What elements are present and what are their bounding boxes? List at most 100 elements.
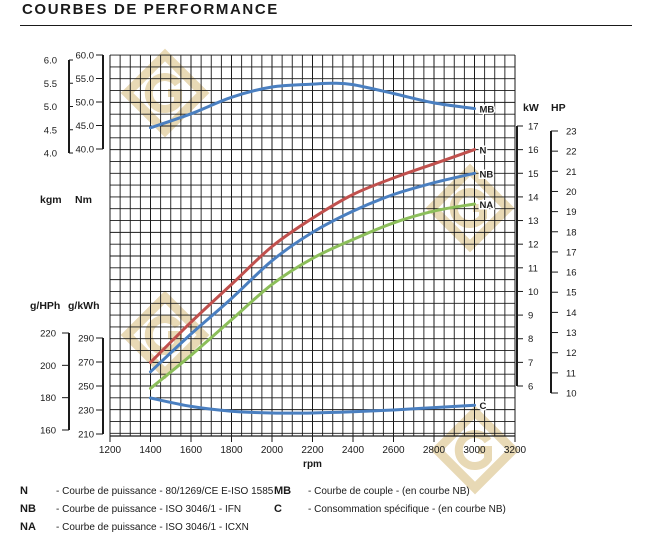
hp-tick-label: 10: [566, 389, 577, 400]
kgm-tick-label: 6.0: [44, 56, 57, 67]
x-tick-label: 1200: [99, 445, 122, 456]
legend-item-c: C- Consommation spécifique - (en courbe …: [274, 503, 506, 515]
curve-na: [149, 202, 476, 390]
x-tick-label: 2200: [301, 445, 324, 456]
hp-tick-label: 23: [566, 127, 577, 138]
logo-diamond: [120, 48, 210, 138]
curve-nb: [149, 171, 476, 374]
hp-tick-label: 13: [566, 328, 577, 339]
hp-tick-label: 12: [566, 348, 577, 359]
x-tick-label: 1400: [139, 445, 162, 456]
kw-axis-label: kW: [523, 102, 539, 114]
series-label-c: C: [480, 401, 487, 412]
legend-desc: Courbe de puissance - ISO 3046/1 - IFN: [62, 504, 242, 515]
legend-desc: Courbe de puissance - 80/1269/CE E-ISO 1…: [62, 486, 274, 497]
legend-item-mb: MB - Courbe de couple - (en courbe NB): [274, 485, 470, 497]
kw-tick-label: 7: [528, 358, 533, 369]
ghph-tick-label: 220: [40, 329, 56, 340]
kw-tick-label: 6: [528, 382, 533, 393]
legend-code: NA: [20, 521, 36, 533]
series-label-na: NA: [480, 200, 494, 211]
legend-code: MB: [274, 485, 292, 497]
nm-tick-label: 40.0: [76, 145, 95, 156]
logo-diamond: [430, 405, 520, 495]
hp-tick-label: 21: [566, 167, 577, 178]
hp-tick-label: 15: [566, 288, 577, 299]
legend-desc: Courbe de couple - (en courbe NB): [314, 486, 470, 497]
kw-tick-label: 8: [528, 334, 533, 345]
kgm-axis-label: kgm: [40, 194, 62, 206]
kw-tick-label: 13: [528, 216, 539, 227]
hp-tick-label: 22: [566, 147, 577, 158]
x-axis-label: rpm: [303, 459, 322, 470]
legend-code: N: [20, 485, 28, 497]
logo-watermark: [120, 48, 210, 138]
hp-tick-label: 18: [566, 227, 577, 238]
legend-desc: Consommation spécifique - (en courbe NB): [314, 504, 506, 515]
kw-tick-label: 12: [528, 240, 539, 251]
ghph-tick-label: 200: [40, 361, 56, 372]
legend-desc: -: [56, 486, 63, 497]
series-label-mb: MB: [480, 105, 495, 116]
hp-tick-label: 19: [566, 207, 577, 218]
gkwh-tick-label: 230: [78, 406, 94, 417]
series-label-nb: NB: [480, 169, 494, 180]
kw-tick-label: 9: [528, 311, 533, 322]
ghph-tick-label: 160: [40, 426, 56, 437]
nm-axis-label: Nm: [75, 194, 92, 206]
x-tick-label: 2000: [261, 445, 284, 456]
kw-tick-label: 16: [528, 145, 539, 156]
kgm-tick-label: 5.5: [44, 79, 57, 90]
series-label-n: N: [480, 146, 487, 157]
legend-item-na: NA - Courbe de puissance - ISO 3046/1 - I…: [20, 521, 249, 533]
curve-n: [149, 148, 476, 364]
ghph-axis-label: g/HPh: [30, 300, 60, 312]
curve-c: [149, 396, 476, 415]
logo-letter: [454, 430, 492, 470]
ghph-tick-label: 180: [40, 393, 56, 404]
kw-tick-label: 15: [528, 169, 539, 180]
kw-tick-label: 14: [528, 192, 539, 203]
logo-diamond: [425, 163, 515, 253]
x-tick-label: 1600: [180, 445, 203, 456]
gkwh-tick-label: 270: [78, 358, 94, 369]
curve-mb: [149, 81, 476, 130]
gkwh-tick-label: 210: [78, 430, 94, 441]
x-tick-label: 3200: [504, 445, 527, 456]
logo-letter: [144, 315, 182, 355]
legend-code: NB: [20, 503, 36, 515]
x-tick-label: 1800: [220, 445, 243, 456]
kw-tick-label: 11: [528, 263, 538, 274]
kw-tick-label: 17: [528, 122, 539, 133]
title-rule: [20, 25, 632, 26]
hp-tick-label: 11: [566, 368, 576, 379]
kgm-tick-label: 5.0: [44, 102, 57, 113]
legend-item-nb: NB - Courbe de puissance - ISO 3046/1 - I…: [20, 503, 242, 515]
nm-tick-label: 50.0: [76, 98, 95, 109]
gkwh-tick-label: 290: [78, 334, 94, 345]
kw-tick-label: 10: [528, 287, 539, 298]
logo-letter: [144, 73, 182, 113]
hp-tick-label: 17: [566, 247, 577, 258]
x-tick-label: 2800: [423, 445, 446, 456]
legend-item-n: N - Courbe de puissance - 80/1269/CE E-IS…: [20, 485, 273, 498]
gkwh-axis-label: g/kWh: [68, 300, 100, 312]
nm-tick-label: 45.0: [76, 121, 95, 132]
kgm-tick-label: 4.0: [44, 149, 57, 160]
hp-tick-label: 20: [566, 187, 577, 198]
page-title: COURBES DE PERFORMANCE: [22, 1, 279, 18]
kgm-tick-label: 4.5: [44, 125, 57, 136]
nm-tick-label: 60.0: [76, 51, 95, 62]
legend-desc: Courbe de puissance - ISO 3046/1 - ICXN: [62, 522, 249, 533]
gkwh-tick-label: 250: [78, 382, 94, 393]
legend-code: C: [274, 503, 282, 515]
x-tick-label: 3000: [463, 445, 486, 456]
hp-axis-label: HP: [551, 102, 566, 114]
x-tick-label: 2600: [382, 445, 405, 456]
logo-watermark: [430, 405, 520, 495]
x-tick-label: 2400: [342, 445, 365, 456]
hp-tick-label: 16: [566, 268, 577, 279]
hp-tick-label: 14: [566, 308, 577, 319]
nm-tick-label: 55.0: [76, 74, 95, 85]
